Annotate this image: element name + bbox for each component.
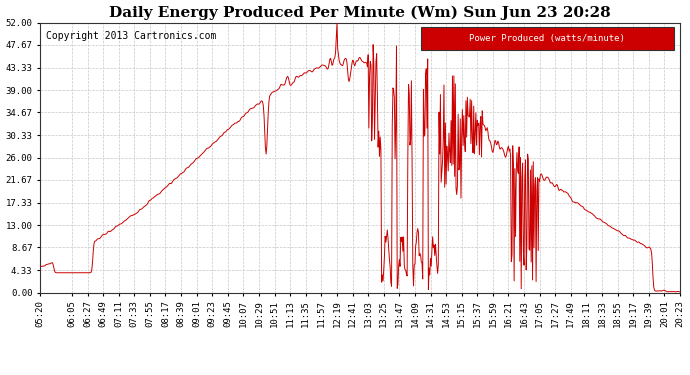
Text: Copyright 2013 Cartronics.com: Copyright 2013 Cartronics.com xyxy=(46,31,217,40)
FancyBboxPatch shape xyxy=(421,27,673,50)
Title: Daily Energy Produced Per Minute (Wm) Sun Jun 23 20:28: Daily Energy Produced Per Minute (Wm) Su… xyxy=(109,6,611,20)
Text: Power Produced (watts/minute): Power Produced (watts/minute) xyxy=(469,34,625,43)
